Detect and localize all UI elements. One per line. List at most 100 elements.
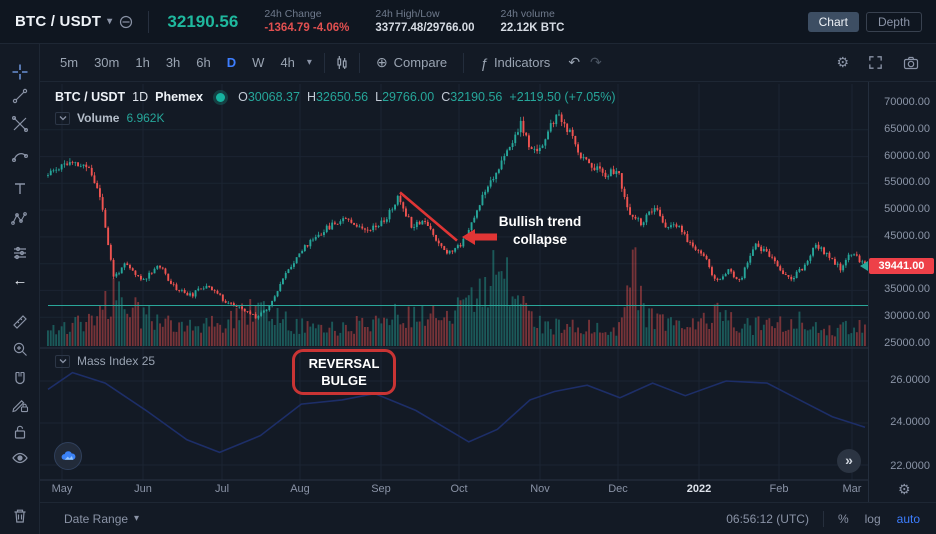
legend-change: +2119.50 (+7.05%) [509,90,616,104]
price-tick: 45000.00 [884,230,930,242]
price-tick: 60000.00 [884,150,930,162]
chart-pane[interactable] [40,82,868,502]
chevron-down-icon: ▾ [107,16,113,27]
time-axis-gear-icon[interactable]: ⚙ [898,481,911,497]
volume-24h-label: 24h volume [500,7,555,20]
measure-ruler-icon[interactable] [11,313,29,331]
divider [822,510,824,527]
mass-tick: 26.0000 [890,374,930,386]
lock-drawings-pencil-icon[interactable] [11,396,29,414]
brush-tool-icon[interactable] [11,147,29,165]
divider [463,52,465,73]
indicators-button[interactable]: ƒ Indicators [480,55,550,71]
chevron-down-icon [59,359,66,364]
unlock-icon[interactable] [11,423,29,441]
compare-plus-icon: ⊕ [375,54,388,70]
volume-collapse-button[interactable] [55,111,70,125]
time-tick-year: 2022 [686,483,712,495]
chart-view-button[interactable]: Chart [807,11,859,32]
legend-close: C32190.56 [441,90,503,104]
timeframe-30m[interactable]: 30m [94,55,120,70]
price-tick: 55000.00 [884,176,930,188]
price-tick: 25000.00 [884,337,930,349]
candlestick-chart[interactable] [40,82,868,502]
divider [323,52,325,73]
depth-view-button[interactable]: Depth [865,11,922,32]
volume-24h-value: 22.12K BTC [500,21,565,34]
scroll-to-latest-button[interactable]: » [837,449,861,473]
bullish-collapse-annotation: Bullish trend collapse [498,214,582,247]
price-tick: 50000.00 [884,203,930,215]
timeframe-5m[interactable]: 5m [60,55,79,70]
change-24h-value: -1364.79 -4.06% [264,21,350,34]
compare-button[interactable]: ⊕ Compare [376,54,447,71]
undo-icon[interactable]: ↶ [568,54,581,70]
fx-icon: ƒ [480,54,488,71]
auto-scale-button[interactable]: auto [896,511,920,526]
price-tick: 70000.00 [884,96,930,108]
redo-icon[interactable]: ↷ [590,54,602,70]
legend-open: O30068.37 [238,90,300,104]
change-24h-label: 24h Change [264,7,322,20]
remove-drawings-trash-icon[interactable] [11,507,29,525]
text-tool-icon[interactable] [11,180,29,198]
divider [148,10,150,33]
pair-label: BTC / USDT [15,13,102,30]
time-tick: Feb [769,483,789,495]
volume-label: Volume [77,111,120,125]
legend-venue: Phemex [155,90,204,104]
phemex-cloud-logo-button[interactable] [54,442,82,470]
price-tick: 35000.00 [884,283,930,295]
date-range-button[interactable]: Date Range ▾ [64,511,140,526]
magnet-icon[interactable] [11,370,29,388]
market-info-icon[interactable] [118,14,134,30]
time-tick: Jul [214,483,230,495]
chevron-down-icon [59,116,66,121]
time-tick: Jun [134,483,152,495]
highlow-24h: 24h High/Low 33777.48/29766.00 [375,8,474,36]
mass-index-collapse-button[interactable] [55,354,70,368]
trend-line-tool-icon[interactable] [11,87,29,105]
time-tick: Oct [450,483,468,495]
timeframe-1d[interactable]: D [226,55,237,70]
timeframe-more-icon[interactable]: ▾ [306,57,312,68]
pair-selector[interactable]: BTC / USDT ▾ [15,13,134,30]
camera-icon[interactable] [902,54,920,72]
log-scale-button[interactable]: log [864,511,881,526]
timeframe-1h[interactable]: 1h [135,55,150,70]
percent-scale-button[interactable]: % [837,511,849,526]
drawing-toolbar: ← [0,44,40,534]
utc-clock[interactable]: 06:56:12 (UTC) [726,511,809,526]
highlow-24h-value: 33777.48/29766.00 [375,21,475,34]
mass-tick: 24.0000 [890,416,930,428]
legend-high: H32650.56 [306,90,369,104]
highlow-24h-label: 24h High/Low [375,7,440,20]
timeframe-1w[interactable]: W [252,55,265,70]
hide-drawings-eye-icon[interactable] [11,449,29,467]
chart-style-icon[interactable] [333,54,351,72]
zoom-in-icon[interactable] [11,340,29,358]
timeframe-6h[interactable]: 6h [196,55,211,70]
fullscreen-icon[interactable] [867,54,884,71]
legend-symbol: BTC / USDT [55,90,126,104]
divider [358,52,360,73]
timeframe-4h[interactable]: 4h [280,55,295,70]
price-tick: 30000.00 [884,310,930,322]
chevron-down-icon: ▾ [134,513,140,524]
legend-low: L29766.00 [375,90,435,104]
compare-label: Compare [393,55,448,70]
bottom-bar: Date Range ▾ 06:56:12 (UTC) % log auto [40,502,936,534]
prediction-tool-icon[interactable] [11,244,29,262]
timeframe-3h[interactable]: 3h [165,55,181,70]
gann-fib-tool-icon[interactable] [11,115,29,133]
collapse-toolbar-arrow-icon[interactable]: ← [12,272,28,289]
crosshair-tool-icon[interactable] [11,63,29,81]
market-status-dot [216,92,226,102]
chart-legend[interactable]: BTC / USDT 1D Phemex O30068.37 H32650.56… [55,90,616,104]
price-tick: 65000.00 [884,123,930,135]
xabcd-pattern-tool-icon[interactable] [11,210,29,228]
price-axis[interactable] [868,82,936,502]
settings-gear-icon[interactable]: ⚙ [836,54,849,70]
time-tick: Sep [371,483,391,495]
chart-toolbar: 5m 30m 1h 3h 6h D W 4h ▾ ⊕ Compare ƒ Ind… [40,44,936,82]
